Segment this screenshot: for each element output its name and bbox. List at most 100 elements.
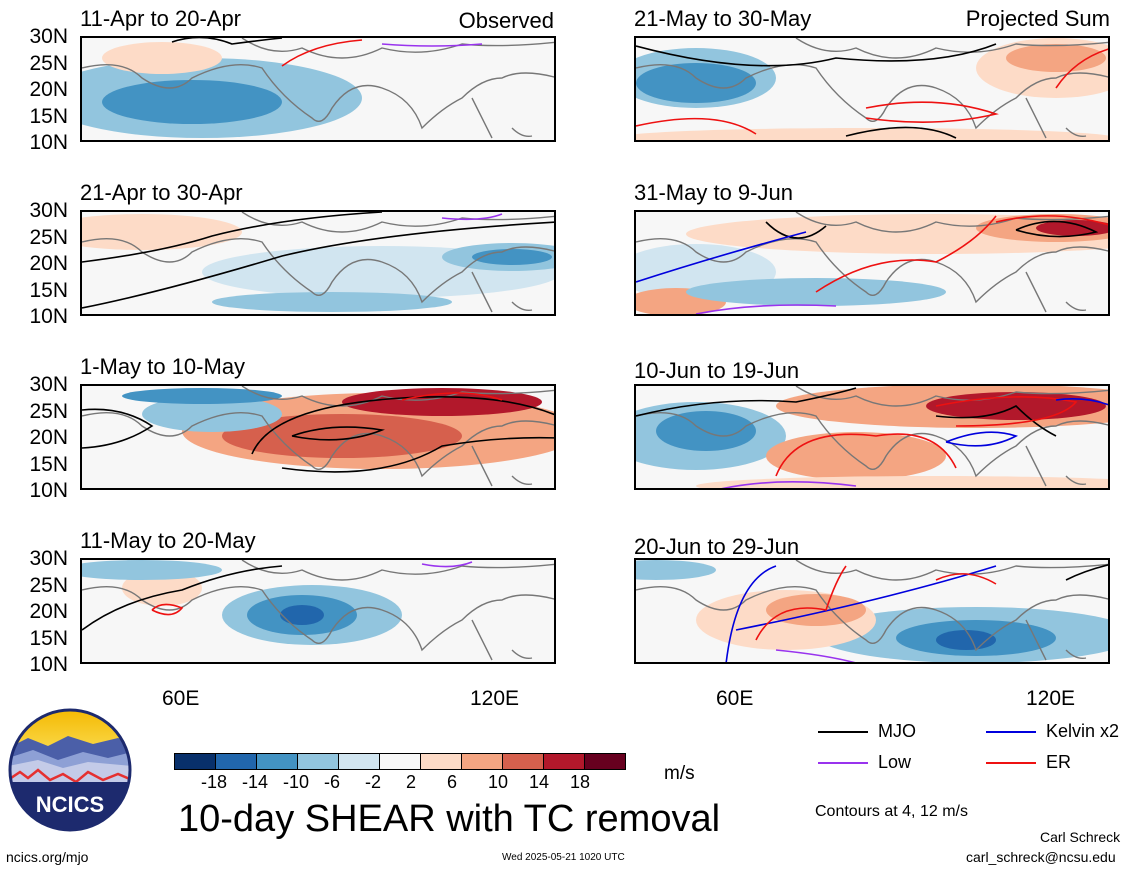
colorbar-tick-label: 6 — [447, 772, 458, 792]
shear-region — [636, 560, 716, 580]
shear-field — [82, 212, 554, 314]
shear-region — [1006, 44, 1106, 72]
shear-region — [1036, 220, 1108, 236]
coastline — [82, 411, 554, 478]
lat-label: 10N — [29, 131, 68, 154]
map-panel — [634, 558, 1110, 664]
lon-label-60e: 60E — [716, 687, 754, 710]
lat-label: 25N — [29, 51, 68, 75]
lat-label: 15N — [29, 452, 68, 476]
contour-line — [171, 38, 283, 45]
legend-line-er — [986, 762, 1036, 764]
shear-field — [82, 560, 554, 662]
contour-line — [636, 231, 807, 283]
panel-title: 21-May to 30-May — [634, 6, 812, 31]
contour-line — [82, 408, 154, 449]
coastline — [241, 212, 554, 233]
colorbar-unit: m/s — [664, 763, 695, 784]
shear-region — [766, 432, 946, 480]
colorbar-tick-label: 18 — [570, 772, 591, 792]
main-title: 10-day SHEAR with TC removal — [178, 798, 721, 840]
map-panel — [634, 210, 1110, 316]
lat-label: 25N — [29, 225, 68, 249]
coastline — [241, 560, 554, 581]
colorbar-swatch — [461, 753, 503, 770]
lat-label: 20N — [29, 252, 68, 275]
footer-link[interactable]: ncics.org/mjo — [6, 849, 89, 865]
contour-line — [845, 126, 957, 139]
colorbar-swatch — [256, 753, 298, 770]
footer-timestamp: Wed 2025-05-21 1020 UTC — [502, 852, 625, 863]
lon-label-120e: 120E — [470, 687, 520, 710]
panel-title: 20-Jun to 29-Jun — [634, 534, 800, 559]
contour-line — [1015, 220, 1099, 238]
lon-label-120e: 120E — [1026, 687, 1076, 710]
shear-field — [636, 212, 1108, 314]
legend-label-er: ER — [1046, 752, 1072, 772]
lat-label: 25N — [29, 399, 68, 423]
shear-field — [636, 386, 1108, 488]
colorbar-swatch — [338, 753, 380, 770]
shear-field — [636, 38, 1108, 140]
panel-title: 11-May to 20-May — [80, 528, 256, 553]
contour-line — [935, 396, 1078, 427]
coastline — [636, 237, 1108, 304]
author-email[interactable]: carl_schreck@ncsu.edu — [966, 849, 1116, 865]
ncics-logo[interactable]: NCICS — [8, 708, 132, 832]
colorbar-swatch — [379, 753, 421, 770]
coastline — [636, 63, 1108, 130]
legend-label-kelvin: Kelvin x2 — [1046, 721, 1120, 741]
panel-title: 21-Apr to 30-Apr — [80, 180, 243, 205]
shear-field — [82, 38, 554, 140]
coastline — [636, 585, 1108, 652]
shear-region — [102, 80, 282, 124]
coastline — [471, 271, 533, 313]
contour-line — [82, 221, 554, 309]
contour-line — [251, 396, 554, 455]
contour-line — [1055, 398, 1108, 406]
coastline — [795, 212, 1108, 233]
lat-label: 30N — [29, 373, 68, 396]
lat-label: 30N — [29, 199, 68, 222]
map-panel — [80, 210, 556, 316]
legend-line-mjo — [818, 731, 868, 733]
colorbar-tick-label: 14 — [529, 772, 550, 792]
shear-region — [82, 560, 222, 580]
lat-label: 10N — [29, 479, 68, 502]
panel-title: 10-Jun to 19-Jun — [634, 358, 800, 383]
contour-line — [725, 565, 777, 662]
lat-label: 20N — [29, 78, 68, 101]
contour-line — [401, 392, 503, 401]
contour-line — [1055, 48, 1108, 89]
contour-line — [865, 101, 999, 123]
lat-label: 10N — [29, 305, 68, 328]
colorbar-tick-label: -6 — [324, 772, 341, 792]
coastline — [471, 97, 533, 139]
colorbar-tick-label: -10 — [283, 772, 310, 792]
legend-label-mjo: MJO — [878, 721, 916, 741]
contour-line — [82, 565, 283, 631]
shear-region — [142, 396, 282, 432]
map-panel — [634, 36, 1110, 142]
coastline — [241, 386, 554, 407]
lat-label: 25N — [29, 573, 68, 597]
coastline — [1025, 271, 1087, 313]
panel-title: 1-May to 10-May — [80, 354, 246, 379]
contour-line — [815, 215, 997, 293]
contour-line — [695, 304, 837, 314]
panel-label: Observed — [458, 8, 554, 33]
contour-line — [775, 433, 957, 477]
shear-field — [636, 560, 1108, 662]
lat-label: 30N — [29, 25, 68, 48]
colorbar-tick-label: 10 — [488, 772, 509, 792]
coastline — [1025, 97, 1087, 139]
panel-title: 31-May to 9-Jun — [634, 180, 793, 205]
contour-line — [935, 405, 1057, 437]
contours-note: Contours at 4, 12 m/s — [815, 803, 968, 820]
map-panel — [80, 384, 556, 490]
shear-region — [696, 476, 1108, 488]
legend-line-kelvin — [986, 731, 1036, 733]
lat-label: 10N — [29, 653, 68, 676]
coastline — [82, 63, 554, 130]
legend-label-low: Low — [878, 752, 912, 772]
